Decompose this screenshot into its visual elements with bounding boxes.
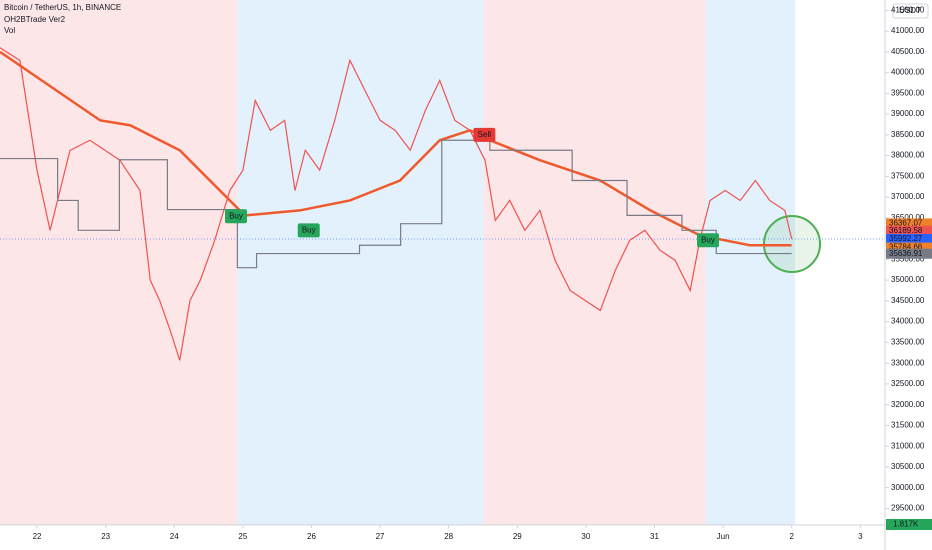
- currency-button[interactable]: [892, 3, 929, 19]
- signal-label: Buy: [229, 211, 243, 220]
- price-tag-label: 36367.07: [889, 219, 923, 228]
- price-tag-label: 35636.91: [889, 249, 923, 258]
- currency-label[interactable]: USDT: [899, 6, 921, 15]
- x-tick-label: 29: [513, 532, 522, 541]
- signal-box: [297, 223, 320, 238]
- x-tick-label: 2: [789, 532, 794, 541]
- x-tick-label: 25: [238, 532, 247, 541]
- volume-tag: [886, 519, 932, 530]
- y-tick-label: 39000.00: [891, 109, 925, 118]
- price-tag-label: 35992.27: [889, 234, 923, 243]
- price-tag: [886, 242, 932, 253]
- x-tick-label: Jun: [717, 532, 730, 541]
- signal-box: [473, 127, 496, 142]
- y-tick-label: 30500.00: [891, 462, 925, 471]
- y-tick-label: 32000.00: [891, 400, 925, 409]
- zone: [0, 0, 238, 525]
- y-tick-label: 40000.00: [891, 68, 925, 77]
- x-tick-label: 30: [581, 532, 590, 541]
- chart-title: Bitcoin / TetherUS, 1h, BINANCE: [4, 3, 121, 12]
- signal-label: Buy: [701, 235, 715, 244]
- indicator-label: OH2BTrade Ver2: [4, 15, 66, 24]
- y-tick-label: 37000.00: [891, 192, 925, 201]
- indicator-label: Vol: [4, 26, 15, 35]
- y-tick-label: 40500.00: [891, 47, 925, 56]
- y-tick-label: 33000.00: [891, 358, 925, 367]
- y-tick-label: 29500.00: [891, 504, 925, 513]
- x-tick-label: 23: [101, 532, 110, 541]
- series-line: [0, 47, 793, 361]
- highlight-circle: [763, 215, 821, 273]
- x-tick-label: 22: [33, 532, 42, 541]
- price-tag-label: 35784.66: [889, 243, 923, 252]
- series-line: [0, 139, 792, 269]
- y-tick-label: 34000.00: [891, 317, 925, 326]
- y-tick-label: 30000.00: [891, 483, 925, 492]
- y-tick-label: 36500.00: [891, 213, 925, 222]
- y-tick-label: 37500.00: [891, 171, 925, 180]
- series-line: [0, 50, 792, 247]
- zone: [237, 0, 484, 525]
- x-tick-label: 3: [858, 532, 863, 541]
- x-tick-label: 27: [376, 532, 385, 541]
- zone: [705, 0, 796, 525]
- y-tick-label: 39500.00: [891, 88, 925, 97]
- y-tick-label: 32500.00: [891, 379, 925, 388]
- signal-box: [697, 233, 719, 248]
- signal-label: Buy: [302, 225, 316, 234]
- price-tag: [886, 248, 932, 259]
- price-tag: [886, 218, 932, 229]
- volume-tag-label: 1.817K: [893, 520, 919, 529]
- y-tick-label: 35500.00: [891, 254, 925, 263]
- price-tag-label: 36189.58: [889, 226, 923, 235]
- y-tick-label: 38500.00: [891, 130, 925, 139]
- signal-label: Sell: [478, 130, 492, 139]
- price-tag: [886, 225, 932, 236]
- zone: [483, 0, 706, 525]
- y-tick-label: 34500.00: [891, 296, 925, 305]
- x-tick-label: 31: [650, 532, 659, 541]
- signal-box: [225, 209, 247, 224]
- y-tick-label: 41500.00: [891, 5, 925, 14]
- y-tick-label: 35000.00: [891, 275, 925, 284]
- y-tick-label: 31500.00: [891, 421, 925, 430]
- y-tick-label: 38000.00: [891, 151, 925, 160]
- x-tick-label: 24: [170, 532, 179, 541]
- y-tick-label: 41000.00: [891, 26, 925, 35]
- x-tick-label: 28: [444, 532, 453, 541]
- y-tick-label: 31000.00: [891, 441, 925, 450]
- x-tick-label: 26: [307, 532, 316, 541]
- y-tick-label: 33500.00: [891, 338, 925, 347]
